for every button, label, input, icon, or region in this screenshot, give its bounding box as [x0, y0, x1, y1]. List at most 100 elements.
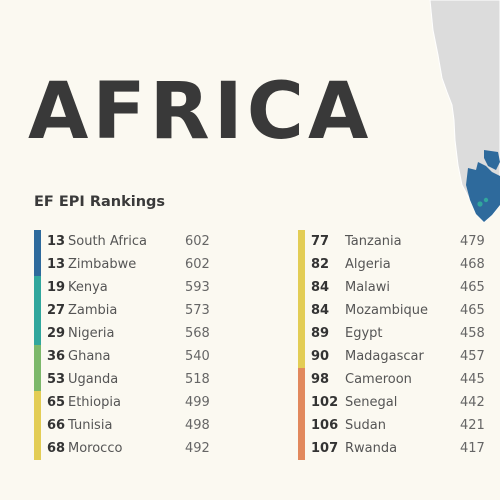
ranking-rank: 77: [311, 234, 330, 249]
proficiency-color-bar: [298, 368, 305, 391]
proficiency-color-bar: [298, 276, 305, 299]
ranking-row: 90 Madagascar 457: [298, 345, 498, 368]
ranking-rank: 29: [47, 326, 66, 341]
proficiency-color-bar: [34, 276, 41, 299]
ranking-score: 602: [185, 234, 210, 249]
ranking-country: South Africa: [68, 234, 147, 249]
proficiency-color-bar: [298, 230, 305, 253]
rankings-column-right: 77 Tanzania 479 82 Algeria 468 84 Malawi 465 84 Mo…: [298, 230, 498, 460]
ranking-row: 19 Kenya 593: [34, 276, 234, 299]
ranking-row: 102 Senegal 442: [298, 391, 498, 414]
ranking-rank: 36: [47, 349, 66, 364]
ranking-score: 540: [185, 349, 210, 364]
proficiency-color-bar: [34, 322, 41, 345]
proficiency-color-bar: [34, 368, 41, 391]
ranking-row: 106 Sudan 421: [298, 414, 498, 437]
ranking-country: Tunisia: [68, 418, 113, 433]
ranking-row: 13 Zimbabwe 602: [34, 253, 234, 276]
ranking-row: 98 Cameroon 445: [298, 368, 498, 391]
map-marker: [483, 197, 489, 203]
rankings-column-left: 13 South Africa 602 13 Zimbabwe 602 19 Kenya 593…: [34, 230, 234, 460]
ranking-score: 417: [460, 441, 485, 456]
ranking-country: Kenya: [68, 280, 108, 295]
proficiency-color-bar: [34, 345, 41, 368]
ranking-country: Zambia: [68, 303, 118, 318]
ranking-rank: 89: [311, 326, 330, 341]
ranking-row: 84 Mozambique 465: [298, 299, 498, 322]
ranking-country: Ghana: [68, 349, 111, 364]
ranking-rank: 19: [47, 280, 66, 295]
ranking-country: Zimbabwe: [68, 257, 137, 272]
ranking-country: Cameroon: [345, 372, 412, 387]
ranking-rank: 84: [311, 280, 330, 295]
ranking-score: 492: [185, 441, 210, 456]
ranking-country: Senegal: [345, 395, 398, 410]
ranking-row: 89 Egypt 458: [298, 322, 498, 345]
ranking-score: 457: [460, 349, 485, 364]
proficiency-color-bar: [298, 299, 305, 322]
ranking-rank: 66: [47, 418, 66, 433]
ranking-score: 465: [460, 280, 485, 295]
ranking-country: Sudan: [345, 418, 386, 433]
proficiency-color-bar: [298, 414, 305, 437]
ranking-country: Nigeria: [68, 326, 115, 341]
ranking-score: 568: [185, 326, 210, 341]
ranking-rank: 27: [47, 303, 66, 318]
proficiency-color-bar: [298, 391, 305, 414]
ranking-country: Ethiopia: [68, 395, 121, 410]
ranking-score: 593: [185, 280, 210, 295]
proficiency-color-bar: [298, 345, 305, 368]
proficiency-color-bar: [34, 414, 41, 437]
ranking-country: Mozambique: [345, 303, 428, 318]
ranking-score: 573: [185, 303, 210, 318]
proficiency-color-bar: [34, 253, 41, 276]
ranking-country: Madagascar: [345, 349, 424, 364]
ranking-rank: 107: [311, 441, 339, 456]
ranking-country: Rwanda: [345, 441, 398, 456]
page-title: AFRICA: [28, 67, 373, 157]
ranking-score: 479: [460, 234, 485, 249]
ranking-rank: 65: [47, 395, 66, 410]
ranking-rank: 13: [47, 257, 66, 272]
ranking-row: 82 Algeria 468: [298, 253, 498, 276]
map-country-highlight: [466, 162, 500, 222]
rankings-subtitle: EF EPI Rankings: [34, 194, 166, 210]
proficiency-color-bar: [298, 253, 305, 276]
map-country-highlight: [484, 150, 500, 170]
ranking-rank: 98: [311, 372, 330, 387]
ranking-score: 445: [460, 372, 485, 387]
ranking-rank: 102: [311, 395, 339, 410]
ranking-country: Malawi: [345, 280, 391, 295]
ranking-score: 468: [460, 257, 485, 272]
ranking-rank: 13: [47, 234, 66, 249]
ranking-score: 518: [185, 372, 210, 387]
ranking-row: 66 Tunisia 498: [34, 414, 234, 437]
ranking-country: Algeria: [345, 257, 391, 272]
ranking-country: Uganda: [68, 372, 119, 387]
ranking-country: Egypt: [345, 326, 383, 341]
ranking-rank: 84: [311, 303, 330, 318]
ranking-row: 36 Ghana 540: [34, 345, 234, 368]
ranking-country: Morocco: [68, 441, 123, 456]
ranking-row: 27 Zambia 573: [34, 299, 234, 322]
proficiency-color-bar: [298, 322, 305, 345]
ranking-row: 68 Morocco 492: [34, 437, 234, 460]
ranking-score: 442: [460, 395, 485, 410]
ranking-row: 13 South Africa 602: [34, 230, 234, 253]
ranking-country: Tanzania: [345, 234, 402, 249]
map-marker: [477, 201, 483, 207]
proficiency-color-bar: [34, 437, 41, 460]
ranking-score: 465: [460, 303, 485, 318]
africa-map-illustration: [429, 0, 500, 223]
proficiency-color-bar: [34, 391, 41, 414]
ranking-row: 84 Malawi 465: [298, 276, 498, 299]
ranking-rank: 82: [311, 257, 330, 272]
ranking-row: 53 Uganda 518: [34, 368, 234, 391]
proficiency-color-bar: [298, 437, 305, 460]
ranking-rank: 53: [47, 372, 66, 387]
ranking-score: 499: [185, 395, 210, 410]
ranking-rank: 90: [311, 349, 330, 364]
ranking-score: 421: [460, 418, 485, 433]
ranking-row: 29 Nigeria 568: [34, 322, 234, 345]
ranking-row: 107 Rwanda 417: [298, 437, 498, 460]
